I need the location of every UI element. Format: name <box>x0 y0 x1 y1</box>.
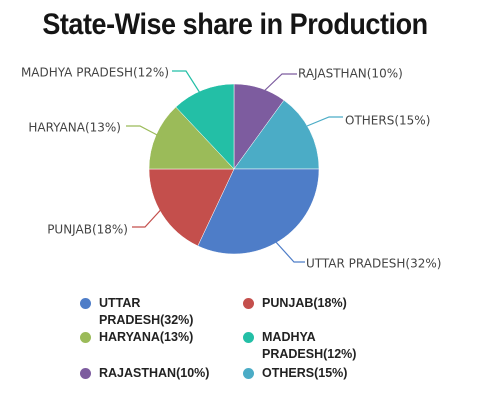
pie-slice-uttar-pradesh[interactable] <box>197 168 320 255</box>
legend-marker <box>243 298 254 309</box>
pie-slice-punjab[interactable] <box>148 168 235 247</box>
legend-item[interactable]: HARYANA(13%) <box>80 329 199 346</box>
leader-line <box>260 73 297 95</box>
legend-marker <box>243 368 254 379</box>
legend-label: OTHERS(15%) <box>262 366 348 380</box>
legend-label: RAJASTHAN(10%) <box>99 366 210 380</box>
legend-marker <box>80 298 91 309</box>
leader-line <box>172 70 201 94</box>
legend-item[interactable]: MADHYA PRADESH(12%) <box>243 329 362 363</box>
legend-marker <box>243 332 254 343</box>
slice-label: RAJASTHAN(10%) <box>298 67 403 81</box>
slice-label: HARYANA(13%) <box>28 121 121 135</box>
slice-label: UTTAR PRADESH(32%) <box>306 257 441 271</box>
leader-lines <box>126 70 343 263</box>
leader-line <box>126 125 162 138</box>
leader-line <box>132 202 168 228</box>
leader-line <box>274 240 305 263</box>
legend-item[interactable]: RAJASTHAN(10%) <box>80 365 210 382</box>
pie-slice-haryana[interactable] <box>148 106 235 170</box>
pie-slice-others[interactable] <box>233 99 320 170</box>
slice-label: OTHERS(15%) <box>345 114 430 128</box>
chart-title: State-Wise share in Production <box>42 8 428 41</box>
legend-item[interactable]: OTHERS(15%) <box>243 365 362 382</box>
pie-slices <box>148 83 320 255</box>
legend-label: HARYANA(13%) <box>99 330 194 344</box>
pie-slice-madhya-pradesh[interactable] <box>175 83 235 170</box>
legend-item[interactable]: UTTAR PRADESH(32%) <box>80 295 199 329</box>
slice-label: MADHYA PRADESH(12%) <box>21 66 169 80</box>
legend-marker <box>80 332 91 343</box>
slice-label: PUNJAB(18%) <box>47 223 128 237</box>
leader-line <box>306 116 343 127</box>
slice-labels: RAJASTHAN(10%) OTHERS(15%) UTTAR PRADESH(3… <box>21 66 442 271</box>
legend-item[interactable]: PUNJAB(18%) <box>243 295 362 312</box>
legend-marker <box>80 368 91 379</box>
legend-label: MADHYA PRADESH(12%) <box>262 330 357 361</box>
legend-label: PUNJAB(18%) <box>262 296 347 310</box>
legend-label: UTTAR PRADESH(32%) <box>99 296 194 327</box>
